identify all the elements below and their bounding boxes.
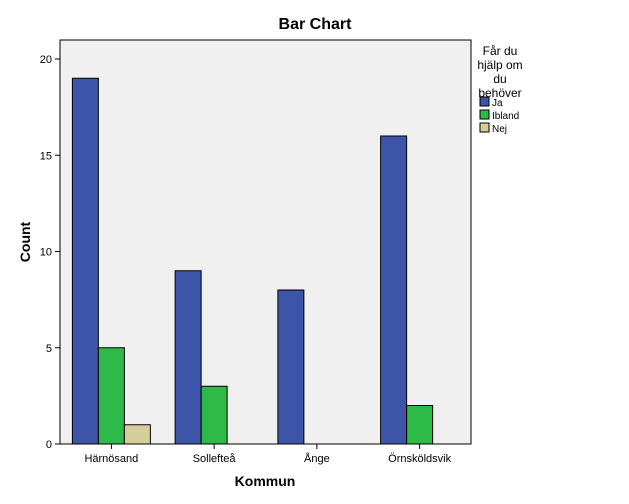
x-tick-label: Ånge [304,452,330,465]
legend-swatch-ja [479,96,490,107]
bar-nej-0 [123,424,151,445]
x-axis-label: Kommun [235,473,296,489]
y-tick-label: 0 [46,439,52,451]
x-tick-label: Örnsköldsvik [388,453,451,465]
bar-ibland-0 [97,347,125,445]
bar-ibland-1 [200,385,228,445]
legend-label-nej: Nej [492,124,507,135]
bar-ja-1 [174,270,202,445]
y-tick-label: 15 [40,150,52,162]
y-tick-label: 20 [40,54,52,66]
chart-title: Bar Chart [279,16,353,33]
legend-label-ibland: Ibland [492,111,519,122]
bar-ja-3 [380,135,408,445]
legend-title-line: Får du [483,44,518,58]
bar-ja-2 [277,289,305,445]
y-axis: 0 5 10 15 20 [40,54,60,451]
x-tick-label: Sollefteå [193,453,237,465]
legend-title-line: hjälp om [477,58,522,72]
y-tick-label: 5 [46,343,52,355]
legend-title-line: du [493,72,506,86]
legend-swatch-ibland [479,109,490,120]
legend-swatch-nej [479,122,490,133]
bar-ja-0 [71,77,99,445]
bars-group [71,77,434,445]
x-tick-label: Härnösand [84,453,138,465]
bar-ibland-3 [406,405,434,445]
y-tick-label: 10 [40,247,52,259]
legend-label-ja: Ja [492,98,503,109]
y-axis-label: Count [17,221,33,262]
x-axis: Härnösand Sollefteå Ånge Örnsköldsvik [84,444,452,465]
